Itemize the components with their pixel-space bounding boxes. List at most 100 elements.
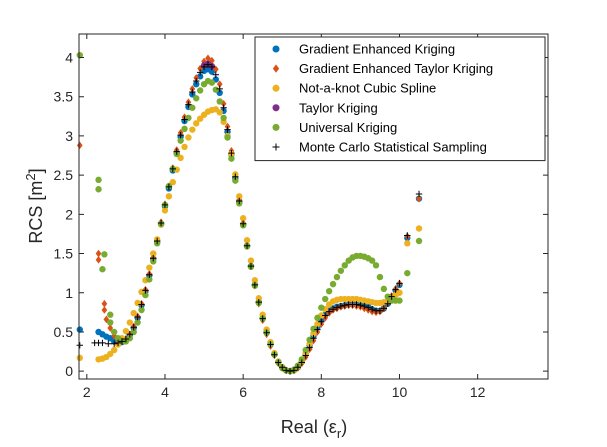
legend-label: Taylor Kriging [299, 100, 378, 115]
legend-item: Taylor Kriging [272, 100, 378, 115]
legend-label: Gradient Enhanced Kriging [299, 42, 455, 57]
data-point [415, 225, 423, 232]
data-point [126, 335, 134, 342]
data-point [134, 313, 141, 321]
data-point [368, 257, 376, 264]
data-point [329, 280, 337, 288]
data-point [216, 109, 223, 116]
data-point [185, 134, 192, 141]
data-point [107, 350, 114, 358]
data-point [275, 359, 282, 366]
data-point [110, 328, 118, 336]
data-point [318, 304, 325, 311]
data-point [161, 201, 169, 209]
y-tick-label: 3 [65, 128, 73, 144]
data-point [153, 237, 161, 245]
data-point [388, 293, 395, 300]
data-point [318, 318, 325, 325]
data-point [228, 155, 235, 162]
data-point [177, 131, 184, 139]
y-tick-label: 3.5 [54, 89, 74, 105]
data-point [396, 289, 403, 296]
data-point [286, 367, 294, 375]
x-tick-label: 8 [317, 384, 325, 400]
data-point [130, 324, 137, 331]
data-point [314, 326, 321, 333]
data-point [126, 319, 134, 326]
legend-label: Universal Kriging [299, 120, 397, 135]
data-point [196, 87, 204, 94]
data-point [150, 250, 157, 257]
data-point [118, 338, 126, 345]
data-point [76, 326, 83, 333]
data-point [208, 79, 216, 86]
data-point [165, 193, 173, 200]
legend-marker [272, 143, 280, 151]
data-point [239, 220, 247, 227]
data-point [146, 271, 153, 278]
data-point [208, 68, 216, 75]
data-point [376, 273, 384, 281]
legend-label: Monte Carlo Statistical Sampling [299, 140, 487, 155]
data-point [282, 367, 290, 374]
data-point [216, 80, 223, 88]
data-point [161, 207, 169, 214]
data-point [76, 342, 83, 349]
data-point [193, 77, 200, 85]
data-point [361, 302, 368, 310]
data-point [99, 339, 106, 347]
data-point [193, 95, 200, 102]
data-point [224, 126, 231, 133]
plot-frame [78, 33, 549, 380]
legend-label: Not-a-knot Cubic Spline [299, 81, 436, 96]
data-point [173, 148, 180, 155]
data-point [247, 257, 255, 264]
data-point [325, 308, 333, 315]
data-point [251, 277, 259, 284]
x-tick-label: 6 [239, 384, 247, 400]
data-point [146, 264, 153, 271]
legend-item: Gradient Enhanced Kriging [272, 42, 455, 57]
data-point [138, 306, 145, 314]
data-marks [76, 51, 423, 375]
legend-marker [272, 123, 280, 131]
data-point [114, 339, 122, 347]
y-tick-label: 4 [65, 50, 73, 66]
data-point [251, 281, 259, 289]
series-5 [76, 61, 423, 375]
data-point [107, 319, 114, 326]
data-point [380, 285, 388, 293]
data-point [325, 287, 333, 295]
data-point [333, 273, 341, 281]
data-point [126, 331, 134, 338]
data-point [322, 295, 329, 303]
data-point [99, 266, 106, 273]
data-point [150, 255, 157, 262]
data-point [142, 287, 149, 294]
data-point [196, 115, 204, 122]
y-axis-label: RCS [m2] [23, 168, 46, 243]
data-point [236, 193, 243, 200]
data-point [310, 335, 317, 342]
data-point [157, 219, 165, 227]
data-point [337, 302, 345, 310]
data-point [105, 340, 112, 347]
y-tick-label: 1.5 [54, 246, 74, 262]
data-point [341, 302, 348, 309]
data-point [185, 101, 192, 108]
data-point [169, 165, 176, 173]
data-point [384, 293, 391, 300]
data-point [95, 186, 102, 193]
data-point [134, 299, 141, 307]
data-point [130, 328, 137, 336]
legend-box [254, 36, 546, 162]
data-point [177, 137, 184, 144]
data-point [224, 134, 231, 141]
data-point [208, 63, 216, 71]
data-point [396, 297, 403, 304]
data-point [279, 364, 286, 371]
data-point [416, 194, 422, 203]
data-point [101, 251, 108, 258]
y-tick-label: 1 [65, 285, 73, 301]
data-point [247, 262, 255, 270]
